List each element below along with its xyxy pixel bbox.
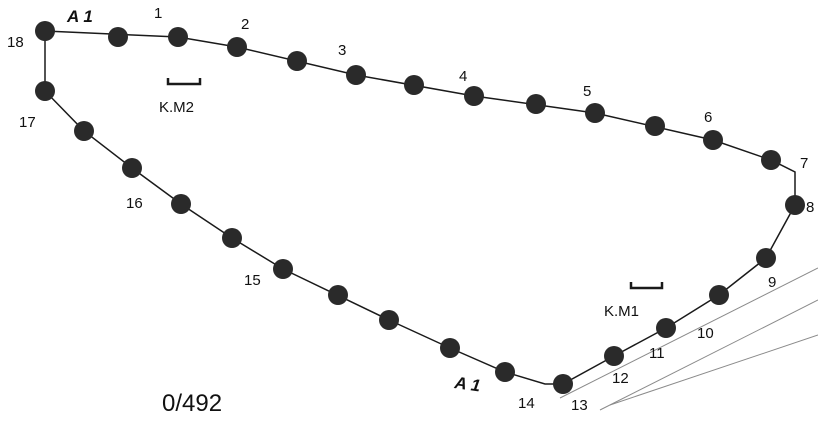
node [785, 195, 805, 215]
node [709, 285, 729, 305]
vertex-label-1: 1 [154, 5, 162, 22]
node [328, 285, 348, 305]
node [645, 116, 665, 136]
vertex-label-18: 18 [7, 34, 24, 51]
node [404, 75, 424, 95]
parcel-boundary [44, 30, 796, 385]
vertex-label-2: 2 [241, 16, 249, 33]
node [171, 194, 191, 214]
vertex-label-14: 14 [518, 395, 535, 412]
node [35, 81, 55, 101]
node [122, 158, 142, 178]
node [227, 37, 247, 57]
node [74, 121, 94, 141]
node [273, 259, 293, 279]
vertex-label-6: 6 [704, 109, 712, 126]
node [495, 362, 515, 382]
vertex-label-7: 7 [800, 155, 808, 172]
node [108, 27, 128, 47]
node [287, 51, 307, 71]
benchmark-label-km1: K.M1 [604, 303, 639, 320]
node [464, 86, 484, 106]
vertex-label-11: 11 [649, 345, 665, 362]
background-lines [559, 267, 818, 411]
vertex-label-5: 5 [583, 83, 591, 100]
node [379, 310, 399, 330]
vertex-label-13: 13 [571, 397, 588, 414]
vertex-label-9: 9 [768, 274, 776, 291]
vertex-label-8: 8 [806, 199, 814, 216]
vertex-label-17: 17 [19, 114, 36, 131]
vertex-label-15: 15 [244, 272, 261, 289]
node [656, 318, 676, 338]
vertex-label-10: 10 [697, 325, 714, 342]
node [756, 248, 776, 268]
node [604, 346, 624, 366]
plot-id: 0/492 [162, 390, 222, 417]
vertex-label-4: 4 [459, 68, 467, 85]
node [703, 130, 723, 150]
vertex-label-16: 16 [126, 195, 143, 212]
node [440, 338, 460, 358]
benchmark-bracket-km2 [166, 78, 202, 86]
node [168, 27, 188, 47]
node [553, 374, 573, 394]
benchmark-label-km2: K.M2 [159, 99, 194, 116]
node [585, 103, 605, 123]
benchmark-symbols [166, 78, 664, 290]
vertex-labels: 1 2 3 4 5 6 7 8 9 10 11 12 13 14 15 16 1… [7, 5, 814, 414]
survey-nodes [35, 21, 805, 394]
parcel-marker-top: A 1 [66, 7, 93, 26]
parcel-marker-bottom: A 1 [452, 373, 481, 396]
node [526, 94, 546, 114]
vertex-label-3: 3 [338, 42, 346, 59]
node [761, 150, 781, 170]
benchmark-bracket-km1 [629, 282, 664, 290]
node [346, 65, 366, 85]
node [222, 228, 242, 248]
node [35, 21, 55, 41]
vertex-label-12: 12 [612, 370, 629, 387]
